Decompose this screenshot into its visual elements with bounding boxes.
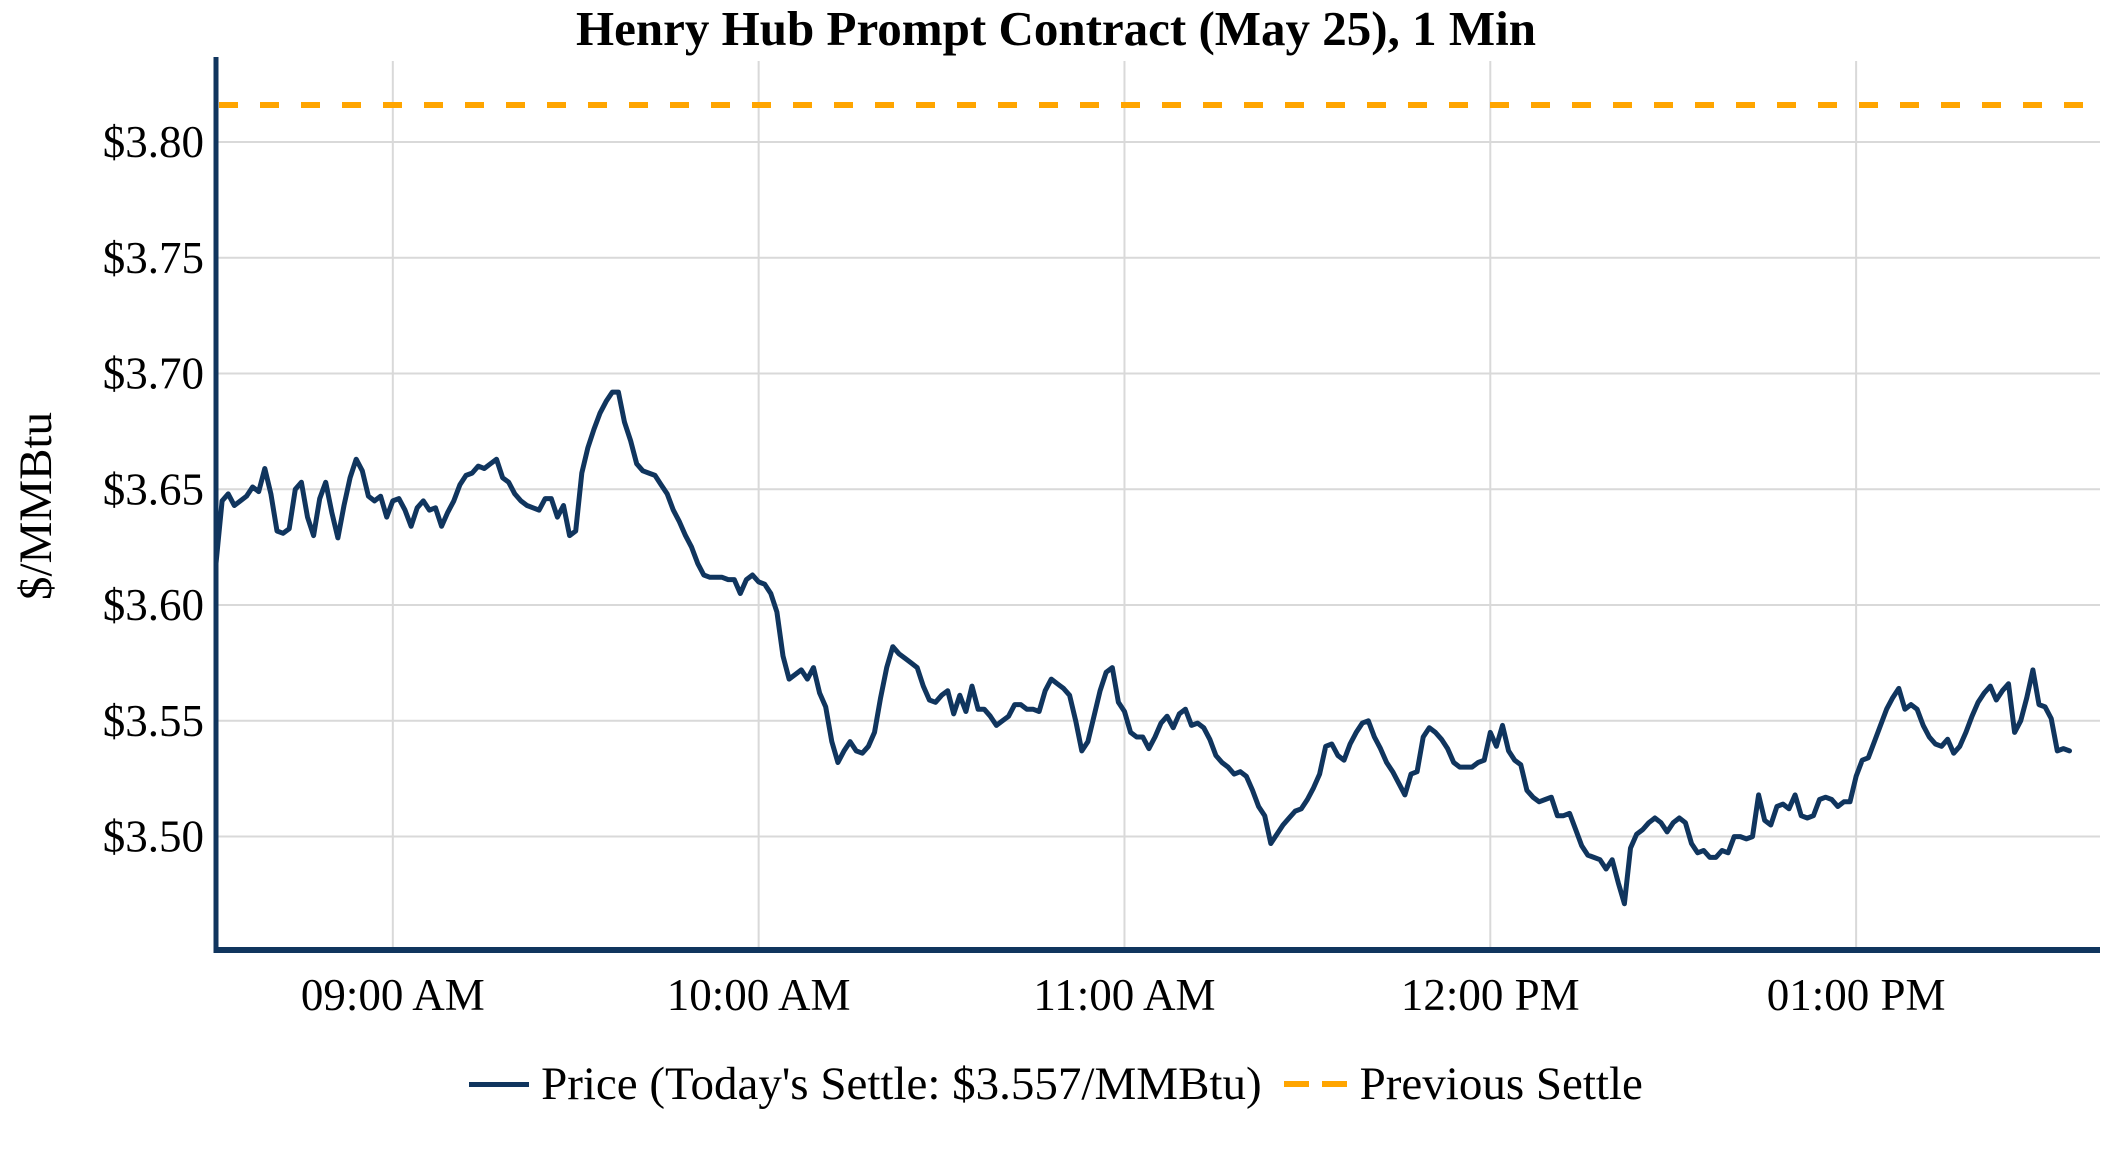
y-tick-label: $3.55 (103, 696, 204, 746)
price-line-swatch (469, 1081, 530, 1087)
y-tick-label: $3.65 (103, 464, 204, 514)
chart-title: Henry Hub Prompt Contract (May 25), 1 Mi… (576, 1, 1536, 56)
orange-dash-icon (1283, 1081, 1309, 1087)
x-tick-label: 09:00 AM (301, 970, 485, 1020)
gridlines (216, 61, 2100, 950)
legend: Price (Today's Settle: $3.557/MMBtu) Pre… (0, 1052, 2112, 1116)
legend-previous-settle-label: Previous Settle (1359, 1058, 1643, 1110)
x-tick-label: 10:00 AM (667, 970, 851, 1020)
x-tick-label: 01:00 PM (1767, 970, 1946, 1020)
orange-dash-icon (1321, 1081, 1347, 1087)
previous-settle-dash-swatch (1283, 1081, 1347, 1087)
y-tick-label: $3.80 (103, 117, 204, 167)
y-tick-label: $3.50 (103, 812, 204, 862)
legend-item-previous-settle: Previous Settle (1283, 1057, 1643, 1111)
y-tick-label: $3.75 (103, 233, 204, 283)
y-tick-label: $3.60 (103, 580, 204, 630)
legend-item-price: Price (Today's Settle: $3.557/MMBtu) (469, 1057, 1262, 1111)
y-tick-labels: $3.50 $3.55 $3.60 $3.65 $3.70 $3.75 $3.80 (103, 117, 204, 862)
y-tick-label: $3.70 (103, 349, 204, 399)
price-line (213, 389, 2072, 907)
x-tick-label: 11:00 AM (1033, 970, 1215, 1020)
legend-price-label: Price (Today's Settle: $3.557/MMBtu) (541, 1058, 1262, 1110)
x-tick-labels: 09:00 AM 10:00 AM 11:00 AM 12:00 PM 01:00 PM (301, 970, 1946, 1020)
x-tick-label: 12:00 PM (1401, 970, 1580, 1020)
